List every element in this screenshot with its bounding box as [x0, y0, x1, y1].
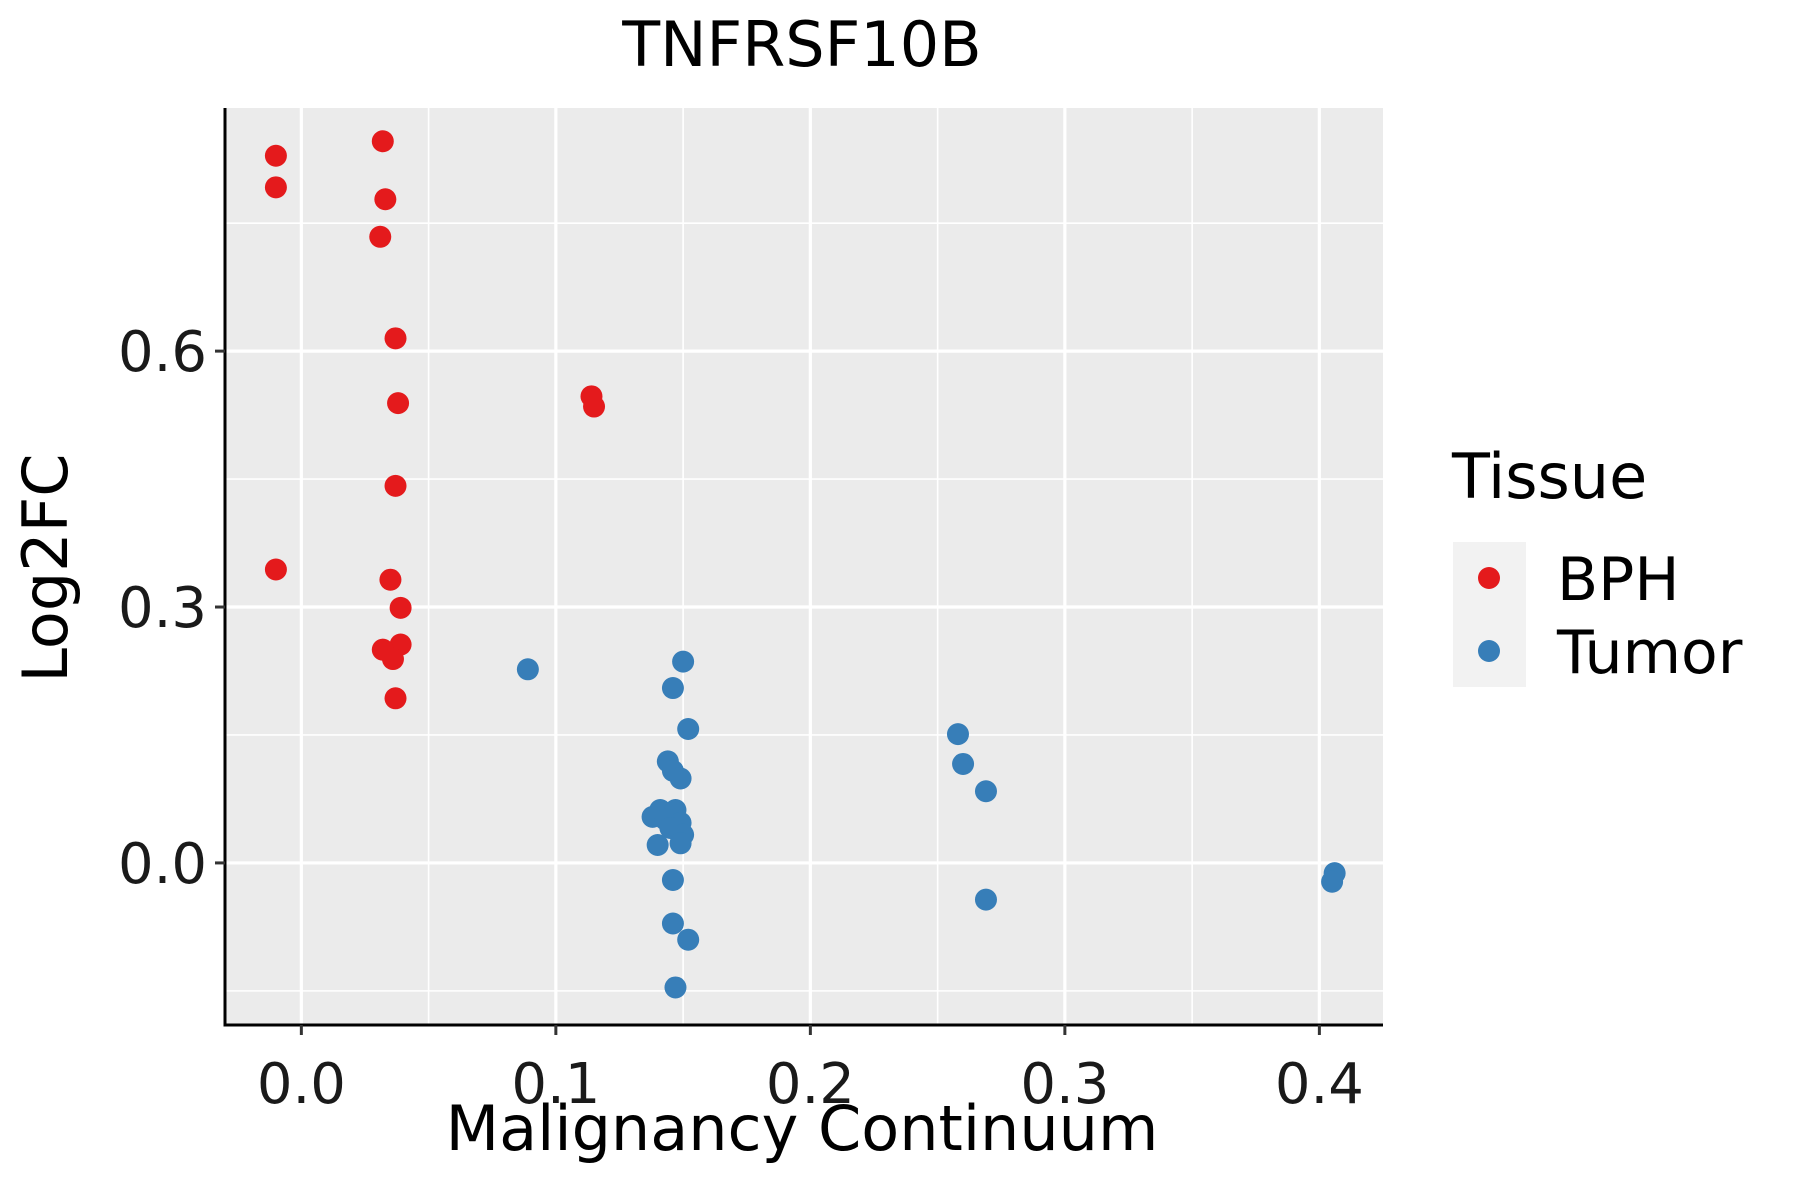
point-tumor: [661, 868, 684, 891]
point-tumor: [677, 928, 700, 951]
point-bph: [371, 130, 394, 153]
point-tumor: [516, 658, 539, 681]
x-tick-label: 0.0: [257, 1052, 346, 1117]
point-bph: [387, 392, 410, 415]
x-axis-title: Malignancy Continuum: [446, 1092, 1159, 1165]
point-bph: [374, 188, 397, 211]
point-tumor: [669, 832, 692, 855]
point-tumor: [946, 723, 969, 746]
point-tumor: [952, 752, 975, 775]
point-tumor: [974, 780, 997, 803]
y-axis-title: Log2FC: [9, 453, 82, 682]
point-bph: [379, 568, 402, 591]
y-tick-label: 0.0: [118, 832, 207, 897]
point-tumor: [661, 912, 684, 935]
x-tick-label: 0.2: [766, 1052, 855, 1117]
legend-label-tumor: Tumor: [1556, 618, 1743, 688]
point-tumor: [677, 718, 700, 741]
point-bph: [384, 327, 407, 350]
point-tumor: [661, 677, 684, 700]
legend-title: Tissue: [1451, 440, 1647, 513]
point-tumor: [1321, 870, 1344, 893]
point-bph: [384, 687, 407, 710]
legend-key-bph: [1478, 567, 1500, 589]
point-tumor: [664, 976, 687, 999]
point-bph: [264, 144, 287, 167]
plot-panel: [225, 108, 1383, 1025]
x-tick-label: 0.3: [1020, 1052, 1109, 1117]
point-bph: [381, 648, 404, 671]
legend: Tissue BPH Tumor: [1451, 440, 1743, 688]
y-tick-label: 0.6: [118, 320, 207, 385]
point-tumor: [646, 834, 669, 857]
x-tick-label: 0.1: [511, 1052, 600, 1117]
point-tumor: [974, 888, 997, 911]
x-tick-label: 0.4: [1275, 1052, 1364, 1117]
point-bph: [264, 176, 287, 199]
point-bph: [384, 474, 407, 497]
point-bph: [583, 395, 606, 418]
y-tick-label: 0.3: [118, 576, 207, 641]
point-tumor: [669, 767, 692, 790]
legend-key-tumor: [1478, 640, 1500, 662]
legend-label-bph: BPH: [1557, 545, 1679, 615]
chart-title: TNFRSF10B: [621, 8, 981, 81]
point-bph: [369, 225, 392, 248]
point-bph: [389, 596, 412, 619]
point-tumor: [672, 650, 695, 673]
point-bph: [264, 558, 287, 581]
legend-key-background: [1453, 542, 1526, 687]
